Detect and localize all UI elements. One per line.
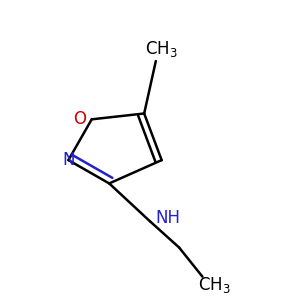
Text: N: N <box>62 151 75 169</box>
Text: NH: NH <box>155 209 180 227</box>
Text: CH$_3$: CH$_3$ <box>145 39 178 59</box>
Text: CH$_3$: CH$_3$ <box>198 275 230 296</box>
Text: O: O <box>74 110 87 128</box>
